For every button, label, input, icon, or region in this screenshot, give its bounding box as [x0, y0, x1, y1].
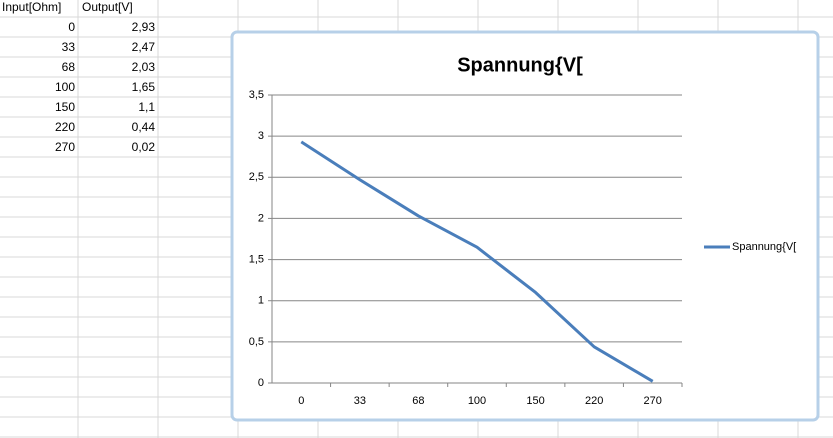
cell: 0,02: [132, 140, 156, 154]
y-tick-label: 0,5: [249, 336, 264, 348]
chart-title: Spannung{V[: [457, 54, 583, 76]
x-tick-label: 68: [412, 395, 424, 407]
header-cell: Input[Ohm]: [2, 0, 61, 14]
legend-label: Spannung{V[: [732, 241, 796, 253]
x-tick-label: 100: [468, 395, 486, 407]
cell: 2,47: [132, 40, 156, 54]
chart-frame[interactable]: [230, 30, 820, 422]
y-tick-label: 3: [258, 130, 264, 142]
cell: 68: [62, 60, 76, 74]
cells: Input[Ohm] Output[V] 0 2,93 33 2,47 68 2,03 100 1…: [2, 0, 155, 154]
x-tick-label: 270: [644, 395, 662, 407]
cell: 2,93: [132, 20, 156, 34]
cell: 220: [55, 120, 75, 134]
data-line: [300, 140, 654, 383]
cell: 270: [55, 140, 75, 154]
header-cell: Output[V]: [82, 0, 133, 14]
cell: 0,44: [132, 120, 156, 134]
cell: 0: [68, 20, 75, 34]
y-tick-label: 2,5: [249, 171, 264, 183]
x-tick-label: 150: [526, 395, 544, 407]
cell: 33: [62, 40, 76, 54]
y-tick-label: 0: [258, 377, 264, 389]
x-tick-label: 33: [354, 395, 366, 407]
y-tick-label: 1: [258, 295, 264, 307]
cell: 1,65: [132, 80, 156, 94]
cell: 2,03: [132, 60, 156, 74]
cell: 100: [55, 80, 75, 94]
y-tick-label: 1,5: [249, 253, 264, 265]
y-tick-label: 2: [258, 212, 264, 224]
y-tick-label: 3,5: [249, 89, 264, 101]
cell: 1,1: [138, 100, 155, 114]
x-tick-label: 0: [298, 395, 304, 407]
cell: 150: [55, 100, 75, 114]
x-tick-label: 220: [585, 395, 603, 407]
chart: Spannung{V[ 0 0,5 1 1,5 2 2,5 3 3,5 0 33 68 100 150 2…: [249, 54, 797, 407]
